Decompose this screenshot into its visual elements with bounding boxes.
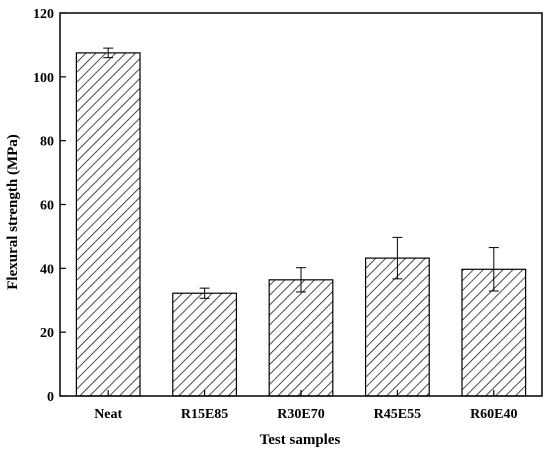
- y-tick-label: 80: [40, 135, 54, 150]
- y-tick-label: 0: [47, 390, 54, 405]
- bar-r30e70: [268, 279, 334, 397]
- x-tick-label: R15E85: [181, 407, 228, 422]
- y-tick-label: 40: [40, 262, 54, 277]
- x-tick-label: R60E40: [470, 407, 517, 422]
- y-tick-label: 20: [40, 326, 54, 341]
- y-tick-label: 120: [33, 7, 54, 22]
- bar-neat: [75, 52, 141, 397]
- x-tick-label: R30E70: [277, 407, 324, 422]
- y-tick-label: 100: [33, 71, 54, 86]
- x-axis-title: Test samples: [260, 432, 341, 448]
- y-axis-title: Flexural strength (MPa): [5, 134, 21, 290]
- x-tick-label: Neat: [94, 407, 122, 422]
- y-tick-label: 60: [40, 199, 54, 214]
- bar-r15e85: [172, 292, 238, 397]
- x-tick-label: R45E55: [374, 407, 421, 422]
- plot-area: 0 20 40 60 80 100 120 Neat R15E85 R30E70 R45E55 R60…: [33, 7, 543, 422]
